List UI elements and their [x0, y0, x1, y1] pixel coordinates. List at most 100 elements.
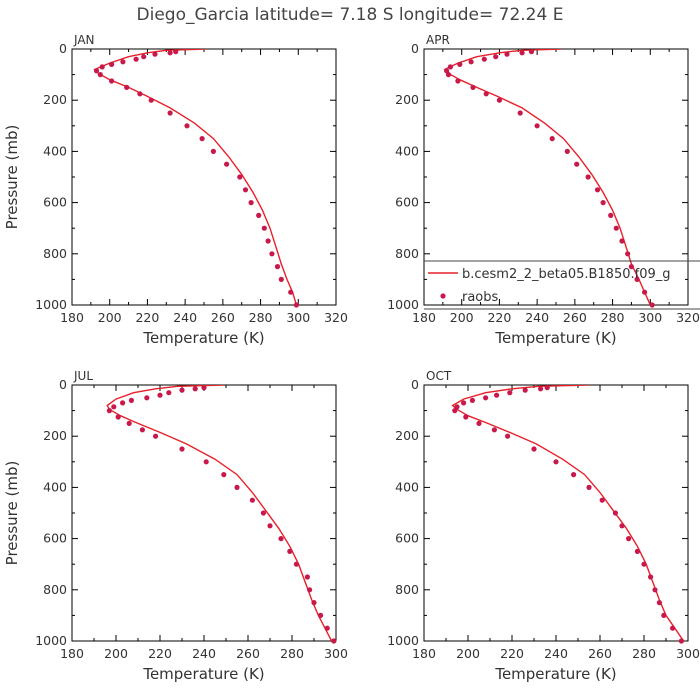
- raobs-point: [120, 400, 126, 406]
- raobs-point: [483, 395, 489, 401]
- y-tick-label: 200: [395, 428, 419, 443]
- raobs-point: [278, 276, 284, 282]
- raobs-point: [311, 600, 317, 606]
- raobs-point: [454, 404, 460, 410]
- y-axis-label: Pressure (mb): [3, 461, 21, 566]
- x-tick-label: 240: [525, 310, 549, 325]
- y-tick-label: 0: [59, 377, 67, 392]
- x-tick-label: 260: [563, 310, 587, 325]
- raobs-point: [585, 174, 591, 180]
- raobs-point: [267, 523, 273, 529]
- model-line: [451, 385, 685, 641]
- raobs-point: [293, 302, 299, 308]
- raobs-point: [109, 61, 115, 67]
- panel-label: JUL: [73, 369, 93, 383]
- raobs-point: [505, 433, 511, 439]
- panel-jul: JUL 180 200 220 240 260 280 300 0 200 400 600 800 100…: [3, 369, 348, 683]
- x-axis-label: Temperature (K): [494, 665, 616, 683]
- y-tick-label: 800: [43, 582, 67, 597]
- raobs-point: [260, 510, 266, 516]
- raobs-point: [452, 408, 458, 414]
- raobs-point: [661, 612, 667, 619]
- plot-frame: [71, 384, 337, 642]
- raobs-point: [324, 625, 330, 631]
- y-axis-label: Pressure (mb): [3, 125, 21, 230]
- raobs-point: [184, 123, 190, 129]
- raobs-point: [179, 446, 185, 452]
- raobs-point: [128, 397, 134, 403]
- plot-frame: [71, 48, 337, 306]
- y-tick-label: 1000: [35, 633, 67, 648]
- raobs-point: [318, 612, 324, 619]
- raobs-point: [447, 64, 453, 70]
- x-tick-label: 280: [632, 646, 656, 661]
- raobs-point: [564, 148, 570, 154]
- raobs-point: [641, 561, 647, 567]
- raobs-point: [619, 523, 625, 529]
- x-tick-label: 280: [249, 310, 273, 325]
- raobs-point: [167, 50, 173, 56]
- raobs-point: [504, 51, 510, 57]
- raobs-point: [613, 225, 619, 231]
- raobs-point: [649, 302, 655, 308]
- y-tick-label: 600: [43, 531, 67, 546]
- x-tick-label: 180: [60, 310, 84, 325]
- raobs-point: [278, 536, 284, 542]
- raobs-point: [249, 497, 255, 503]
- x-tick-label: 320: [324, 310, 348, 325]
- raobs-point: [574, 161, 580, 167]
- raobs-point: [141, 54, 147, 60]
- legend-raobs-label: raobs: [462, 290, 499, 305]
- raobs-point: [234, 484, 240, 490]
- raobs-point: [203, 459, 209, 465]
- raobs-point: [496, 97, 502, 103]
- raobs-point: [670, 625, 676, 631]
- raobs-point: [534, 123, 540, 129]
- y-tick-label: 400: [43, 143, 67, 158]
- y-tick-label: 800: [395, 246, 419, 261]
- x-tick-label: 260: [236, 646, 260, 661]
- raobs-point: [97, 72, 103, 78]
- raobs-point: [612, 510, 619, 516]
- raobs-point: [288, 289, 294, 295]
- x-tick-label: 200: [104, 646, 128, 661]
- raobs-point: [199, 136, 205, 142]
- x-tick-label: 200: [98, 310, 122, 325]
- raobs-point: [237, 174, 243, 180]
- panel-apr: APR 180 200 220 240 260 280 300 320 0 200 400 600 800…: [387, 33, 700, 347]
- raobs-point: [221, 472, 227, 478]
- raobs-point: [242, 187, 249, 193]
- raobs-point: [261, 225, 267, 231]
- x-tick-label: 220: [487, 310, 511, 325]
- panel-label: APR: [426, 33, 450, 47]
- raobs-point: [470, 84, 476, 90]
- raobs-point: [115, 414, 121, 420]
- panel-oct: OCT 180 200 220 240 260 280 300 0 200 400 600 800 100…: [387, 369, 700, 683]
- raobs-point: [594, 187, 601, 193]
- panel-label: JAN: [73, 33, 95, 47]
- raobs-point: [307, 587, 313, 593]
- panel-jan: JAN 180 200 220 240 260 280 300 320 0 200 400 600 800…: [3, 33, 348, 347]
- raobs-point: [210, 148, 216, 154]
- raobs-point: [519, 50, 525, 56]
- legend-raobs-swatch: [440, 293, 446, 299]
- raobs-point: [137, 91, 143, 97]
- raobs-point: [455, 78, 461, 84]
- raobs-point: [148, 97, 154, 103]
- raobs-point: [445, 72, 452, 78]
- raobs-point: [144, 395, 150, 401]
- y-tick-label: 0: [411, 41, 419, 56]
- x-tick-label: 220: [500, 646, 524, 661]
- raobs-point: [109, 78, 115, 84]
- x-tick-label: 180: [60, 646, 84, 661]
- x-axis-label: Temperature (K): [142, 329, 264, 347]
- raobs-point: [304, 574, 310, 580]
- raobs-point: [468, 59, 474, 65]
- y-tick-label: 600: [43, 195, 67, 210]
- raobs-point: [153, 433, 159, 439]
- x-tick-label: 280: [601, 310, 625, 325]
- x-tick-label: 260: [211, 310, 235, 325]
- raobs-point: [265, 238, 271, 244]
- raobs-point: [625, 251, 631, 257]
